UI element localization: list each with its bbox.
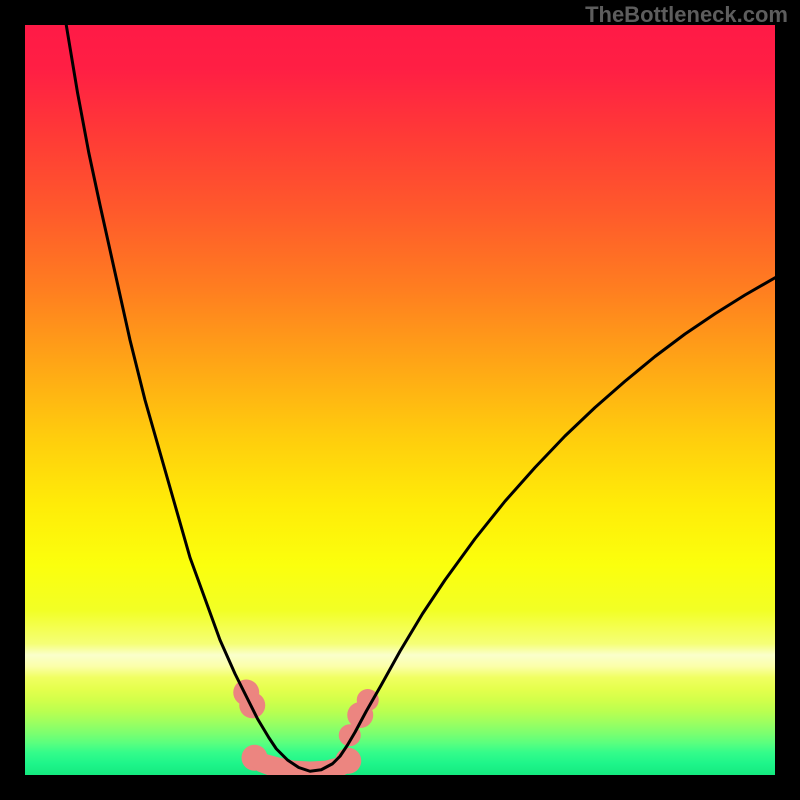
chart-svg	[0, 0, 800, 800]
chart-container: TheBottleneck.com	[0, 0, 800, 800]
watermark-text: TheBottleneck.com	[585, 2, 788, 28]
plot-background	[25, 25, 775, 775]
